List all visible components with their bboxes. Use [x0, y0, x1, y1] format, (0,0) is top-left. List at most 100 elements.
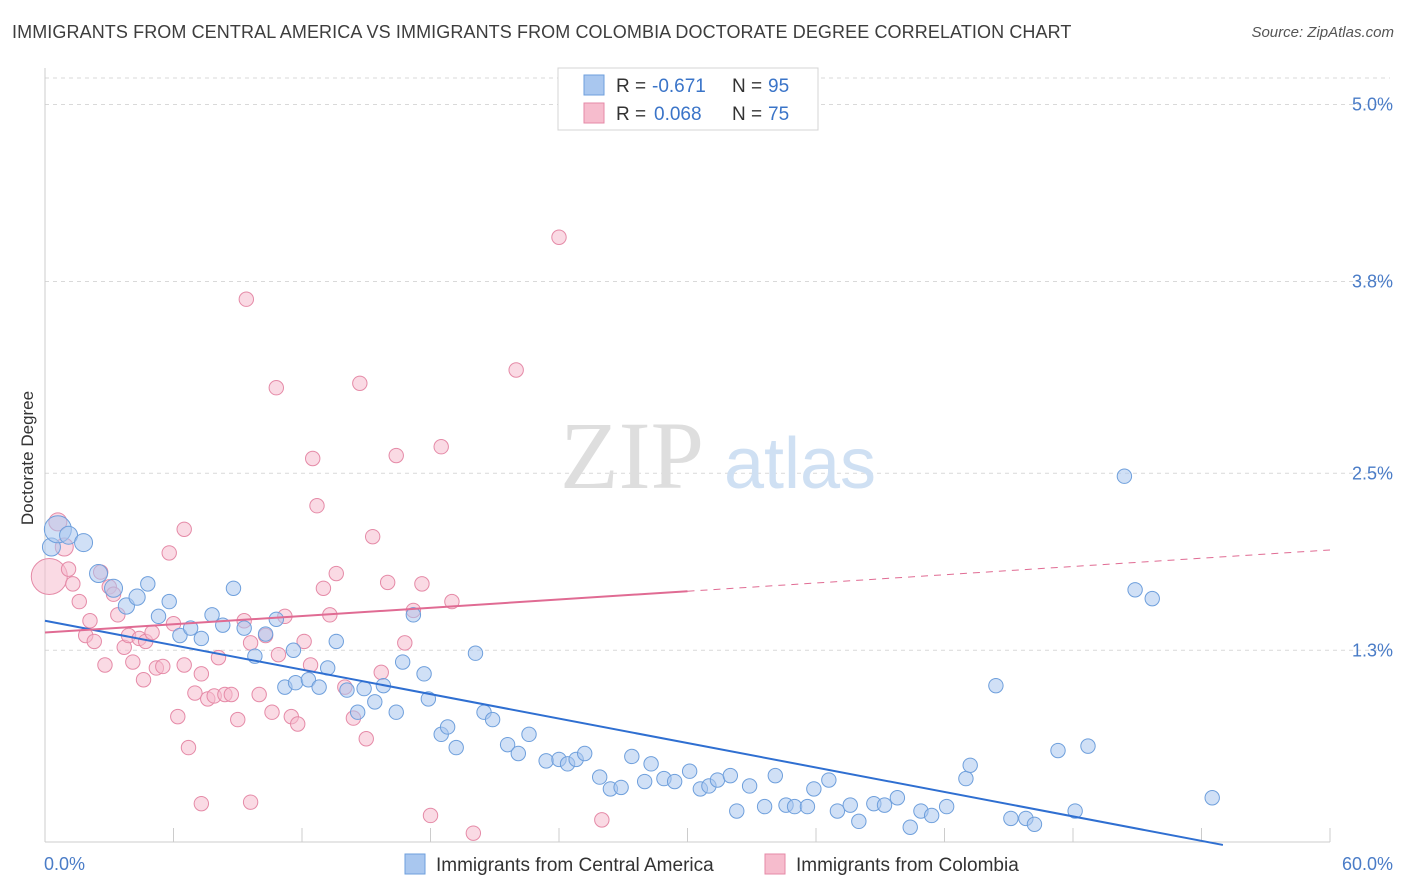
- point-colombia: [373, 664, 389, 681]
- point-colombia: [223, 686, 240, 703]
- point-central-america: [388, 704, 404, 720]
- point-central-america: [591, 769, 608, 785]
- point-colombia: [125, 654, 141, 670]
- point-central-america: [225, 580, 242, 596]
- point-central-america: [851, 813, 867, 830]
- point-central-america: [1204, 790, 1220, 806]
- point-central-america: [958, 770, 974, 787]
- point-central-america: [521, 726, 537, 743]
- point-central-america: [538, 753, 554, 769]
- point-central-america: [889, 790, 906, 806]
- point-central-america: [311, 679, 327, 695]
- point-colombia: [433, 439, 449, 455]
- point-central-america: [510, 745, 527, 762]
- point-colombia: [397, 635, 413, 651]
- point-colombia: [594, 812, 610, 828]
- legend-n-label-2: N =: [732, 104, 762, 125]
- point-central-america: [643, 756, 659, 772]
- point-central-america: [236, 620, 252, 636]
- grid-lines: [45, 77, 1390, 651]
- watermark-zip: ZIP: [560, 402, 704, 509]
- y-tick-label: 3.8%: [1352, 272, 1393, 292]
- point-colombia: [414, 576, 430, 592]
- point-colombia: [352, 375, 368, 391]
- point-central-america: [150, 608, 167, 625]
- point-colombia: [270, 646, 287, 663]
- point-central-america: [74, 533, 94, 553]
- point-central-america: [1050, 742, 1066, 759]
- point-central-america: [356, 680, 372, 697]
- point-central-america: [484, 711, 501, 728]
- bottom-legend: Immigrants from Central America Immigran…: [404, 853, 1019, 876]
- point-central-america: [416, 666, 432, 682]
- point-central-america: [829, 803, 846, 819]
- point-central-america: [268, 611, 284, 627]
- point-colombia: [422, 807, 439, 824]
- point-central-america: [367, 694, 383, 710]
- legend-swatch-pink: [583, 102, 605, 124]
- point-central-america: [128, 588, 146, 606]
- y-tick-labels: 1.3% 2.5% 3.8% 5.0%: [1352, 95, 1393, 661]
- point-central-america: [962, 757, 978, 773]
- point-central-america: [328, 633, 344, 650]
- point-central-america: [89, 564, 109, 584]
- point-colombia: [388, 447, 404, 464]
- point-central-america: [767, 767, 784, 784]
- point-central-america: [709, 772, 726, 788]
- point-colombia: [364, 528, 381, 545]
- point-central-america: [257, 626, 274, 642]
- point-central-america: [988, 677, 1004, 694]
- point-central-america: [923, 807, 940, 824]
- point-central-america: [821, 772, 837, 788]
- point-colombia: [290, 716, 306, 732]
- point-central-america: [786, 798, 803, 815]
- point-central-america: [285, 642, 302, 658]
- point-colombia: [144, 624, 160, 641]
- source-label: Source: ZipAtlas.com: [1251, 24, 1394, 41]
- y-tick-label: 5.0%: [1352, 95, 1393, 115]
- y-tick-label: 2.5%: [1352, 463, 1393, 483]
- point-central-america: [842, 797, 858, 813]
- point-colombia: [296, 633, 312, 650]
- point-central-america: [1144, 590, 1160, 607]
- legend-r-label-1: R =: [616, 76, 646, 97]
- point-central-america: [161, 593, 177, 610]
- point-central-america: [300, 672, 317, 688]
- point-central-america: [577, 745, 593, 762]
- point-central-america: [1026, 816, 1043, 832]
- point-colombia: [551, 229, 567, 245]
- trend-line-colombia-extension: [687, 549, 1331, 592]
- point-colombia: [180, 739, 197, 756]
- point-colombia: [251, 686, 267, 703]
- point-colombia: [379, 574, 396, 591]
- point-colombia: [193, 666, 210, 682]
- point-central-america: [1067, 803, 1083, 819]
- point-colombia: [193, 795, 210, 812]
- legend-n-value-2: 75: [768, 104, 789, 125]
- point-central-america: [613, 779, 629, 796]
- point-colombia: [65, 576, 81, 592]
- watermark-atlas: atlas: [724, 424, 876, 504]
- point-central-america: [624, 748, 640, 765]
- point-central-america: [681, 763, 698, 779]
- trend-line-colombia: [44, 590, 688, 634]
- point-central-america: [104, 578, 124, 598]
- point-colombia: [86, 633, 102, 650]
- point-colombia: [82, 613, 98, 629]
- point-colombia: [230, 711, 246, 728]
- point-central-america: [405, 607, 422, 623]
- point-colombia: [238, 291, 255, 307]
- point-colombia: [242, 794, 259, 810]
- point-central-america: [182, 620, 199, 636]
- point-colombia: [155, 658, 171, 675]
- x-tick-label: 0.0%: [44, 854, 85, 874]
- x-tick-labels: 0.0% 60.0%: [44, 854, 1393, 874]
- point-colombia: [176, 657, 192, 673]
- point-colombia: [176, 521, 192, 537]
- point-central-america: [339, 682, 355, 698]
- point-colombia: [97, 657, 113, 673]
- chart-title: IMMIGRANTS FROM CENTRAL AMERICA VS IMMIG…: [12, 22, 1072, 42]
- legend-n-value-1: 95: [768, 76, 789, 97]
- point-colombia: [161, 545, 177, 561]
